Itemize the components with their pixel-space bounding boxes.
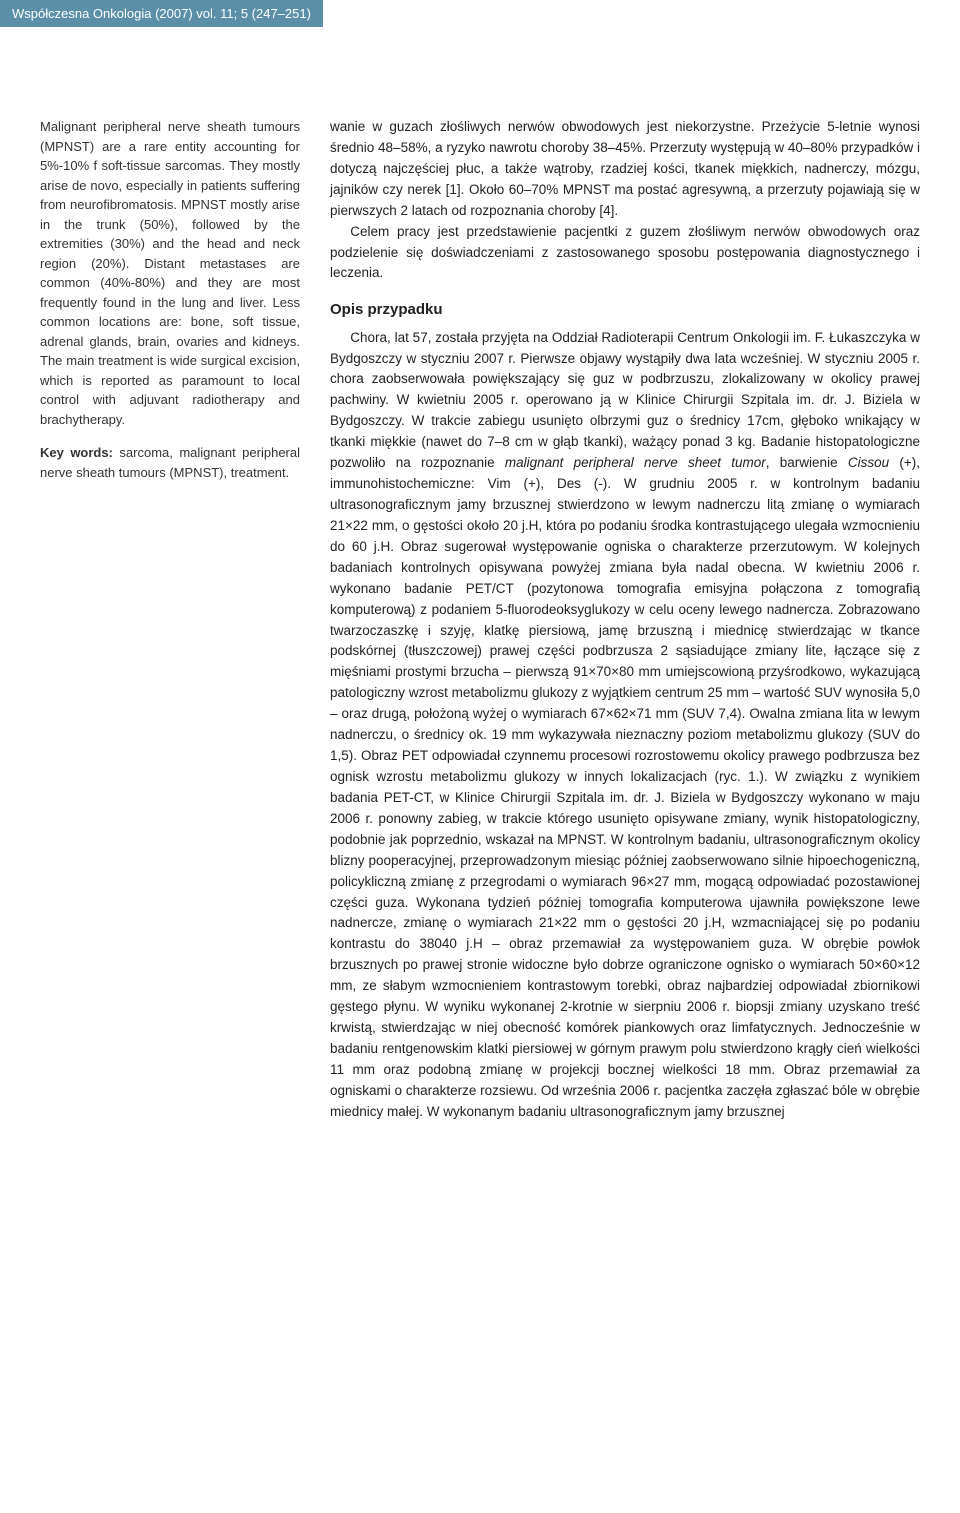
main-article-body: wanie w guzach złośliwych nerwów obwodow…	[330, 117, 920, 1123]
paragraph-1: wanie w guzach złośliwych nerwów obwodow…	[330, 117, 920, 222]
abstract-text-en: Malignant peripheral nerve sheath tumour…	[40, 117, 300, 429]
journal-header: Współczesna Onkologia (2007) vol. 11; 5 …	[0, 0, 323, 27]
p3-italic-2: Cissou	[848, 455, 889, 470]
keywords-label: Key words:	[40, 445, 113, 460]
abstract-sidebar: Malignant peripheral nerve sheath tumour…	[40, 117, 300, 1123]
section-title-case: Opis przypadku	[330, 298, 920, 321]
paragraph-3: Chora, lat 57, została przyjęta na Oddzi…	[330, 328, 920, 1123]
p3-italic-1: malignant peripheral nerve sheet tumor	[505, 455, 766, 470]
paragraph-2: Celem pracy jest przedstawienie pacjentk…	[330, 222, 920, 285]
keywords-block: Key words: sarcoma, malignant peripheral…	[40, 443, 300, 482]
p3-b: , barwienie	[766, 455, 848, 470]
journal-citation: Współczesna Onkologia (2007) vol. 11; 5 …	[12, 6, 311, 21]
page-content: Malignant peripheral nerve sheath tumour…	[0, 27, 960, 1163]
p3-c: (+), immunohistochemiczne: Vim (+), Des …	[330, 455, 920, 1119]
p3-a: Chora, lat 57, została przyjęta na Oddzi…	[330, 330, 920, 471]
